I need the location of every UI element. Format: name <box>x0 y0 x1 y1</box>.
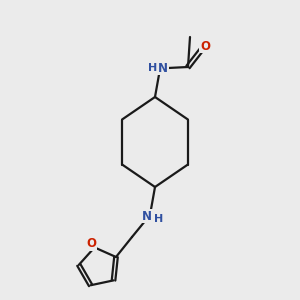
Text: O: O <box>200 40 210 52</box>
Text: N: N <box>158 61 168 74</box>
Text: O: O <box>86 237 97 250</box>
Text: H: H <box>148 63 158 73</box>
Text: H: H <box>154 214 164 224</box>
Text: N: N <box>142 209 152 223</box>
